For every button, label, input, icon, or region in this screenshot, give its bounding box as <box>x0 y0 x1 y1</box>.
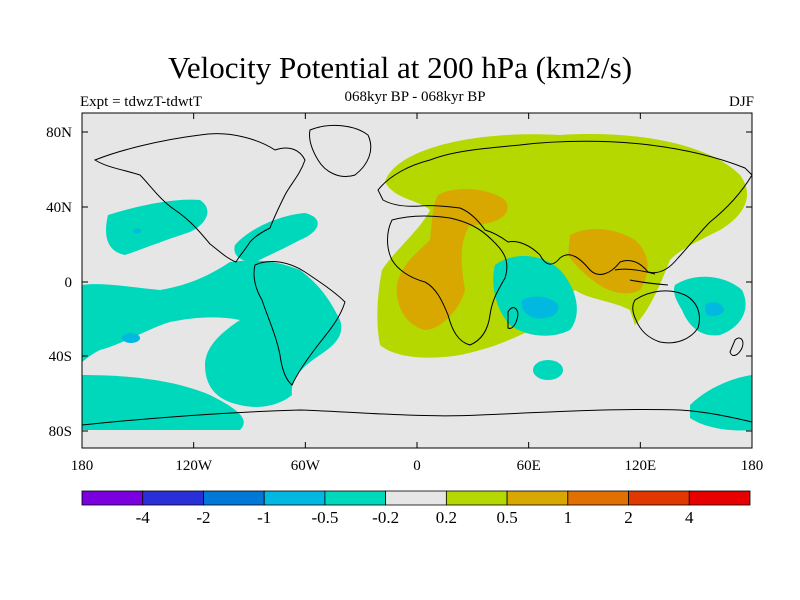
longitude-label: 60W <box>291 458 321 474</box>
colorbar-label: 4 <box>685 508 694 527</box>
latitude-labels: 80N 40N 0 40S 80S <box>46 125 72 440</box>
negative-contour-region <box>105 199 208 255</box>
season-label: DJF <box>728 94 754 110</box>
coastline-europe-asia <box>377 140 752 275</box>
positive-contour-region <box>568 228 648 294</box>
longitude-label: 180 <box>71 458 94 474</box>
coastline-madagascar <box>507 307 519 329</box>
coastlines <box>82 124 752 426</box>
colorbar-label: -0.5 <box>311 508 338 527</box>
coastline-australia <box>632 290 700 344</box>
negative-contour-region <box>234 213 318 262</box>
colorbar-label: -1 <box>257 508 271 527</box>
map-ticks <box>81 113 753 448</box>
colorbar-swatch <box>445 490 508 506</box>
colorbar-swatch <box>324 490 387 506</box>
coastline-south-america <box>253 261 346 386</box>
longitude-label: 60E <box>517 458 541 474</box>
colorbar-swatch <box>506 490 569 506</box>
colorbar-label: 0.5 <box>496 508 517 527</box>
longitude-label: 180 <box>741 458 764 474</box>
colorbar-labels: -4 -2 -1 -0.5 -0.2 0.2 0.5 1 2 4 <box>136 508 694 527</box>
coastline-antarctica <box>82 408 752 426</box>
colorbar-swatch <box>81 490 144 506</box>
colorbar-label: 1 <box>564 508 573 527</box>
coastline-indonesia <box>614 268 669 286</box>
negative-contour-region <box>690 375 752 431</box>
latitude-label: 80S <box>49 424 72 440</box>
longitude-label: 120W <box>175 458 213 474</box>
colorbar-swatch <box>688 490 751 506</box>
colorbar-swatch <box>203 490 265 506</box>
negative-contour-region <box>705 302 724 317</box>
colorbar-label: -0.2 <box>372 508 399 527</box>
latitude-label: 0 <box>65 275 73 291</box>
negative-contour-region <box>533 360 563 380</box>
colorbar <box>81 490 751 506</box>
map-field <box>82 113 752 448</box>
negative-contour-region <box>133 228 141 234</box>
negative-contour-region <box>82 375 244 430</box>
negative-contour-region <box>521 296 559 319</box>
colorbar-swatch <box>567 490 629 506</box>
coastline-greenland <box>309 124 372 177</box>
coastline-new-zealand <box>729 337 744 356</box>
negative-contour-region <box>122 333 140 343</box>
positive-contour-region <box>396 188 508 330</box>
map-subtitle: 068kyr BP - 068kyr BP <box>344 89 486 105</box>
latitude-label: 40N <box>46 200 72 216</box>
negative-contour-region <box>82 260 342 407</box>
coastline-north-america <box>93 133 306 263</box>
negative-contour-region <box>493 255 577 336</box>
colorbar-label: 2 <box>624 508 633 527</box>
experiment-label: Expt = tdwzT-tdwtT <box>80 94 203 110</box>
colorbar-swatch <box>628 490 690 506</box>
colorbar-label: -2 <box>196 508 210 527</box>
coastline-africa <box>387 215 508 346</box>
longitude-label: 0 <box>413 458 421 474</box>
colorbar-swatch <box>263 490 326 506</box>
map-title: Velocity Potential at 200 hPa (km2/s) <box>167 50 633 85</box>
latitude-label: 80N <box>46 125 72 141</box>
longitude-labels: 180 120W 60W 0 60E 120E 180 <box>71 458 764 474</box>
latitude-label: 40S <box>49 349 72 365</box>
longitude-label: 120E <box>624 458 656 474</box>
colorbar-swatch <box>385 490 447 506</box>
colorbar-swatch <box>142 490 204 506</box>
colorbar-label: -4 <box>136 508 151 527</box>
colorbar-label: 0.2 <box>436 508 457 527</box>
